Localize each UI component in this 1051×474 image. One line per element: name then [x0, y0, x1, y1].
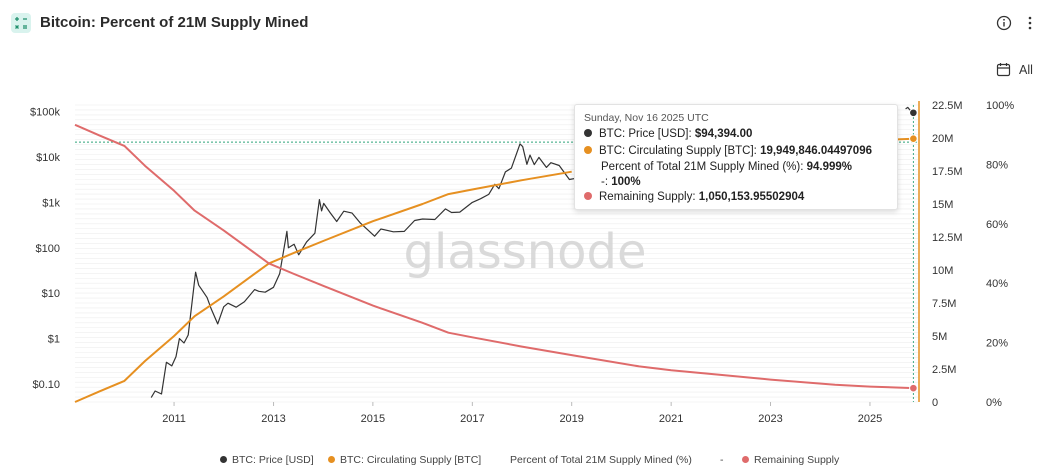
chart-area[interactable]: glassnode $0.10 $1 $10 $100 $1k $10k $100k 0 2.5…: [0, 95, 1051, 445]
legend-item-dash[interactable]: -: [720, 454, 724, 466]
x-tick-label: 2019: [559, 413, 583, 425]
y-supply-tick-label: 7.5M: [932, 298, 956, 310]
watermark: glassnode: [403, 224, 646, 280]
legend-item-price[interactable]: BTC: Price [USD]: [220, 454, 314, 466]
chart-header: Bitcoin: Percent of 21M Supply Mined All: [0, 0, 1051, 77]
legend-label-dash: -: [720, 454, 724, 466]
more-options-icon[interactable]: [1025, 15, 1035, 31]
x-tick-label: 2025: [858, 413, 882, 425]
y-supply-tick-label: 20M: [932, 133, 953, 145]
legend-label-supply: BTC: Circulating Supply [BTC]: [340, 454, 482, 466]
x-tick-label: 2017: [460, 413, 484, 425]
legend-item-supply[interactable]: BTC: Circulating Supply [BTC]: [328, 454, 481, 466]
x-tick-label: 2021: [659, 413, 683, 425]
supply-legend-dot: [328, 456, 335, 463]
y-price-tick-label: $0.10: [32, 379, 60, 391]
tooltip-supply-row: BTC: Circulating Supply [BTC]: 19,949,84…: [584, 145, 872, 157]
y-price-tick-label: $10: [42, 288, 60, 300]
tooltip-supply-label: BTC: Circulating Supply [BTC]:: [599, 145, 761, 157]
y-percent-tick-label: 100%: [986, 100, 1014, 112]
y-supply-tick-label: 12.5M: [932, 232, 963, 244]
tooltip-remaining-value: 1,050,153.95502904: [698, 191, 805, 203]
calculator-icon: [11, 13, 31, 33]
price-dot: [584, 129, 592, 137]
price-legend-dot: [220, 456, 227, 463]
calendar-icon: [996, 63, 1011, 77]
y-percent-tick-label: 40%: [986, 278, 1008, 290]
y-price-tick-label: $1: [48, 334, 60, 346]
tooltip-dash-value: 100%: [611, 176, 641, 188]
remaining-hover-point: [909, 383, 918, 393]
tooltip-supply-value: 19,949,846.04497096: [760, 145, 872, 157]
data-tooltip: Sunday, Nov 16 2025 UTC BTC: Price [USD]…: [574, 104, 898, 210]
y-supply-tick-label: 15M: [932, 199, 953, 211]
tooltip-percent-row: Percent of Total 21M Supply Mined (%): 9…: [601, 161, 852, 173]
remaining-legend-dot: [742, 456, 749, 463]
y-price-tick-label: $100k: [30, 107, 60, 119]
tooltip-percent-value: 94.999%: [806, 161, 853, 173]
remaining-dot: [584, 192, 592, 200]
legend-label-price: BTC: Price [USD]: [232, 454, 314, 466]
page-title: Bitcoin: Percent of 21M Supply Mined: [40, 14, 309, 31]
tooltip-percent-label: Percent of Total 21M Supply Mined (%):: [601, 161, 807, 173]
x-tick-label: 2011: [162, 413, 186, 425]
y-supply-tick-label: 0: [932, 397, 938, 409]
tooltip-dash-label: -:: [601, 176, 612, 188]
tooltip-price-value: $94,394.00: [694, 128, 753, 140]
series-line-price-0: [150, 143, 585, 398]
supply-dot: [584, 146, 592, 154]
y-price-tick-label: $100: [36, 243, 60, 255]
y-supply-tick-label: 10M: [932, 265, 953, 277]
y-percent-tick-label: 0%: [986, 397, 1002, 409]
y-percent-tick-label: 20%: [986, 338, 1008, 350]
legend-label-percent: Percent of Total 21M Supply Mined (%): [510, 454, 692, 466]
tooltip-price-label: BTC: Price [USD]:: [599, 128, 695, 140]
y-supply-tick-label: 22.5M: [932, 100, 963, 112]
series-line-remaining-4: [74, 123, 914, 390]
y-percent-tick-label: 80%: [986, 159, 1008, 171]
y-supply-tick-label: 5M: [932, 331, 947, 343]
legend-item-remaining[interactable]: Remaining Supply: [742, 454, 839, 466]
y-supply-tick-label: 2.5M: [932, 364, 956, 376]
date-range-button[interactable]: All: [992, 58, 1042, 82]
series-line-supply-2: [74, 170, 572, 403]
price-hover-point: [909, 108, 918, 118]
tooltip-remaining-row: Remaining Supply: 1,050,153.95502904: [584, 191, 804, 203]
tooltip-dash-row: -: 100%: [601, 176, 641, 188]
legend-label-remaining: Remaining Supply: [754, 454, 840, 466]
tooltip-remaining-label: Remaining Supply:: [599, 191, 699, 203]
x-tick-label: 2013: [261, 413, 285, 425]
tooltip-price-row: BTC: Price [USD]: $94,394.00: [584, 128, 752, 140]
tooltip-date: Sunday, Nov 16 2025 UTC: [584, 112, 709, 124]
y-supply-tick-label: 17.5M: [932, 166, 963, 178]
date-range-label: All: [1019, 63, 1033, 77]
x-tick-label: 2015: [361, 413, 385, 425]
legend-item-percent[interactable]: Percent of Total 21M Supply Mined (%): [510, 454, 692, 466]
chart-legend: BTC: Price [USD] BTC: Circulating Supply…: [0, 450, 1051, 470]
y-percent-tick-label: 60%: [986, 219, 1008, 231]
info-icon[interactable]: [996, 15, 1012, 31]
supply-hover-point: [909, 134, 918, 143]
y-price-tick-label: $10k: [36, 152, 60, 164]
x-tick-label: 2023: [758, 413, 782, 425]
y-price-tick-label: $1k: [42, 197, 60, 209]
